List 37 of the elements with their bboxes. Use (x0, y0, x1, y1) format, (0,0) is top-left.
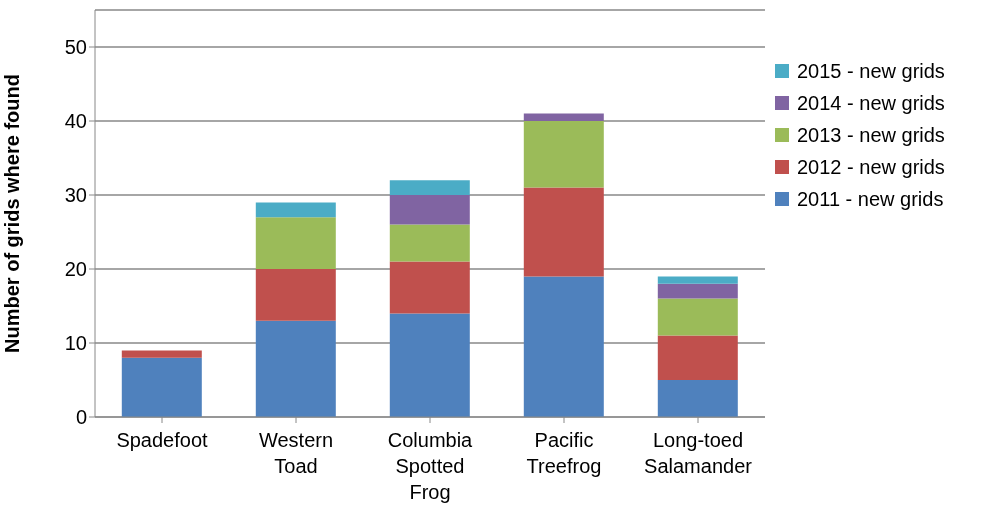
legend-label: 2012 - new grids (797, 155, 945, 179)
y-tick-label: 20 (64, 258, 87, 281)
legend-label: 2014 - new grids (797, 91, 945, 115)
x-tick-label: Pacific Treefrog (526, 429, 602, 477)
bar (657, 283, 738, 299)
bar (255, 202, 336, 218)
x-tick-label: Western Toad (258, 429, 334, 477)
bar (255, 320, 336, 417)
bar (523, 276, 604, 417)
y-axis-title: Number of grids where found (1, 74, 24, 353)
bar (255, 269, 336, 321)
x-tick-label: Spadefoot (116, 429, 209, 451)
bar (389, 313, 470, 417)
bar (389, 224, 470, 262)
bar (389, 261, 470, 314)
y-tick-label: 0 (75, 406, 87, 429)
bar (389, 195, 470, 225)
bar (255, 217, 336, 269)
y-tick-label: 10 (64, 332, 87, 355)
bar (121, 357, 202, 417)
bar (523, 113, 604, 121)
bar (523, 187, 604, 277)
bar (389, 180, 470, 195)
y-tick-label: 30 (64, 184, 87, 207)
bar (657, 380, 738, 417)
bar (657, 276, 738, 284)
y-tick-label: 50 (64, 36, 87, 59)
legend-label: 2011 - new grids (797, 187, 944, 211)
x-tick-label: Columbia Spotted Frog (387, 429, 474, 503)
bar (657, 298, 738, 336)
bar (523, 121, 604, 188)
x-tick-label: Long-toed Salamander (644, 429, 753, 477)
bar (657, 335, 738, 380)
y-tick-label: 40 (64, 110, 87, 133)
bar (121, 350, 202, 358)
legend-label: 2013 - new grids (797, 123, 945, 147)
legend-label: 2015 - new grids (797, 59, 945, 83)
